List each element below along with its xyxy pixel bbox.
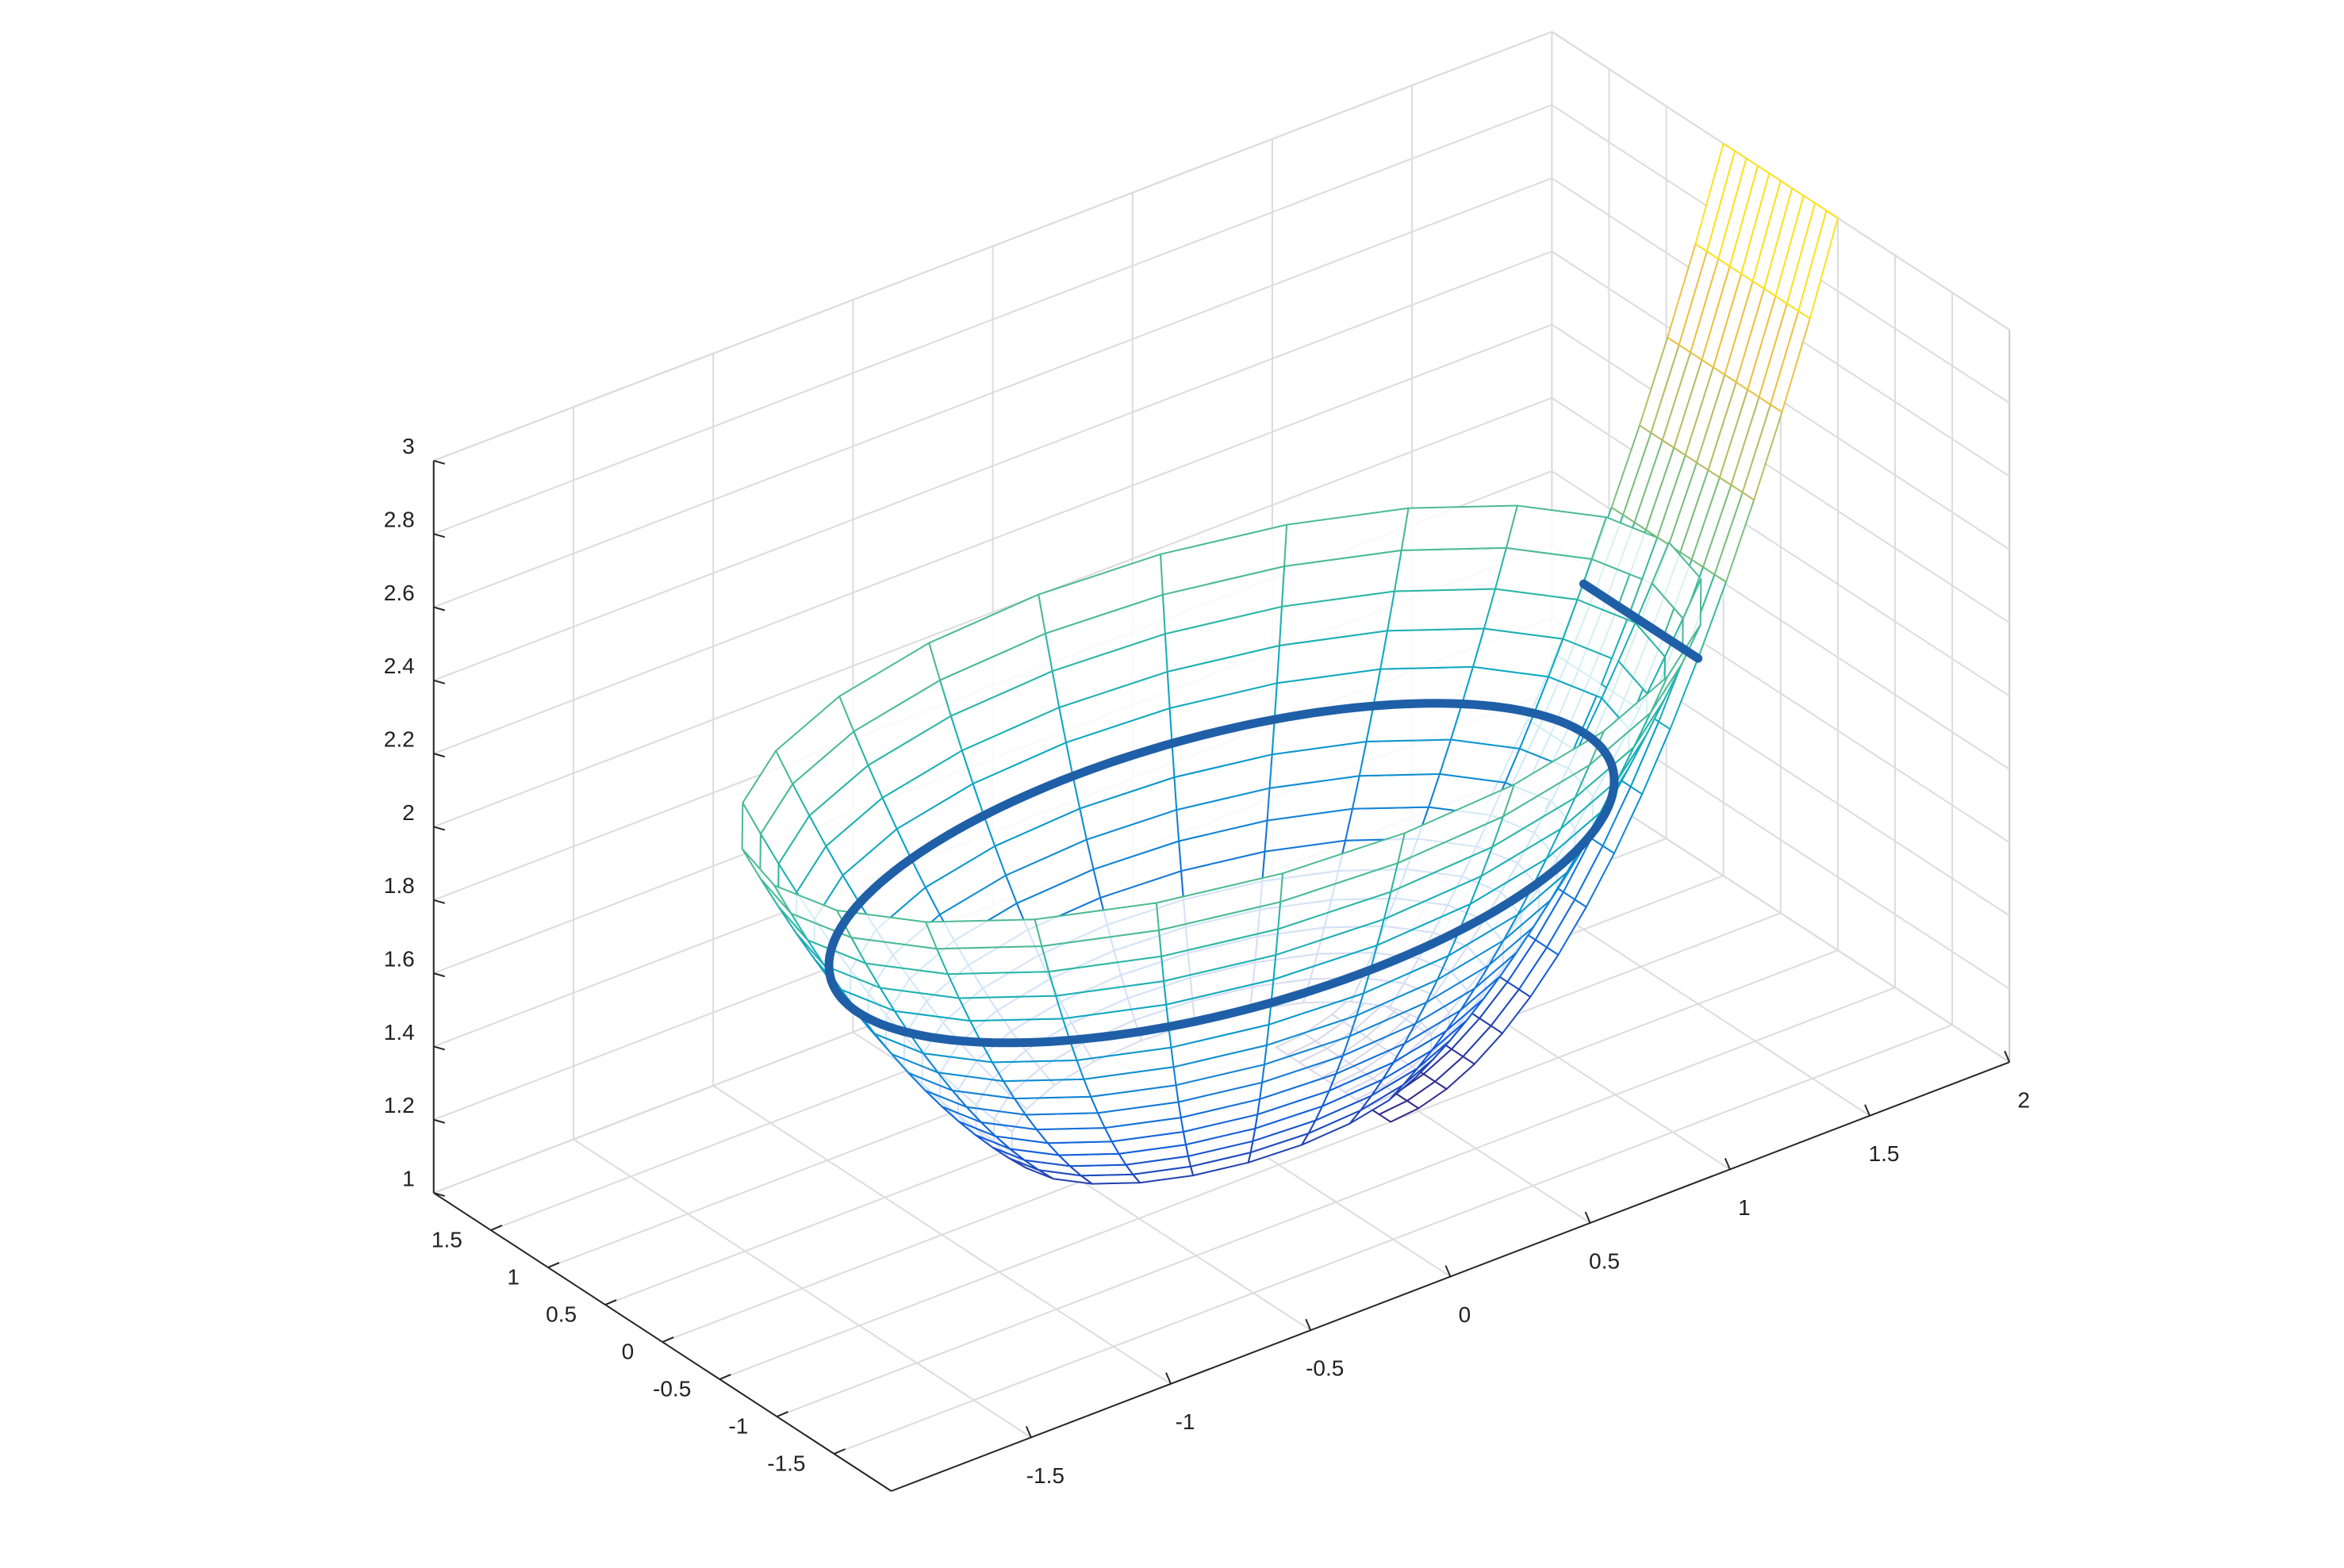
- y-tick-label: -0.5: [653, 1376, 691, 1401]
- tick-mark: [1724, 1157, 1731, 1170]
- tick-mark: [433, 899, 446, 904]
- z-tick-label: 2: [402, 800, 415, 825]
- x-tick-label: 0: [1459, 1302, 1471, 1327]
- z-tick-label: 1.4: [384, 1020, 415, 1045]
- tick-mark: [433, 972, 446, 978]
- mesh-cell: [1003, 1078, 1092, 1100]
- tick-mark: [1165, 1372, 1172, 1385]
- mesh-cell: [947, 971, 1057, 999]
- grid-line: [719, 949, 1839, 1380]
- grid-line: [433, 397, 1552, 828]
- tick-mark: [433, 1045, 446, 1051]
- mesh-cell: [1378, 1100, 1420, 1123]
- mesh-cell: [1400, 504, 1518, 551]
- grid-line: [1551, 397, 2010, 697]
- intersection-curve: [1579, 579, 1703, 663]
- mesh-cell: [925, 918, 1043, 950]
- grid-line: [433, 251, 1552, 681]
- z-tick-label: 1.6: [384, 947, 415, 972]
- y-tick-label: 0.5: [546, 1302, 577, 1326]
- tick-mark: [777, 1411, 788, 1417]
- x-tick-label: -1.5: [1026, 1463, 1065, 1488]
- x-tick-label: 2: [2017, 1088, 2030, 1113]
- y-tick-label: -1: [728, 1413, 748, 1438]
- tick-mark: [1584, 1211, 1591, 1224]
- tick-mark: [1305, 1318, 1312, 1331]
- grid-line: [834, 1024, 1953, 1455]
- grid-line: [433, 104, 1552, 535]
- mesh-cell: [958, 995, 1064, 1022]
- mesh-cell: [936, 945, 1050, 976]
- mesh-cell: [1035, 1127, 1113, 1144]
- grid-line: [433, 31, 1552, 462]
- tick-mark: [433, 1118, 446, 1124]
- grid-line: [433, 177, 1552, 608]
- tick-mark: [433, 459, 446, 465]
- tick-mark: [604, 1299, 617, 1305]
- mesh-cell: [1024, 1112, 1106, 1131]
- mesh-cell: [1387, 588, 1496, 632]
- intersection-curve: [824, 699, 1619, 1048]
- mesh-cell: [992, 1059, 1085, 1083]
- tick-mark: [834, 1448, 846, 1455]
- tick-mark: [433, 1192, 446, 1198]
- mesh-cell: [1393, 546, 1507, 592]
- tick-mark: [1444, 1265, 1452, 1277]
- tick-mark: [433, 679, 446, 684]
- z-tick-label: 2.8: [384, 508, 415, 532]
- tick-mark: [490, 1225, 503, 1232]
- x-tick-label: 0.5: [1589, 1248, 1620, 1273]
- mesh-cell: [1797, 209, 1839, 320]
- tick-mark: [719, 1374, 731, 1380]
- x-tick-label: -0.5: [1306, 1356, 1344, 1381]
- mesh-cell: [1013, 1095, 1099, 1116]
- z-tick-label: 1.8: [384, 873, 415, 898]
- tick-mark: [433, 606, 446, 611]
- tick-mark: [433, 533, 446, 539]
- tick-mark: [1025, 1426, 1032, 1438]
- y-tick-label: 0: [622, 1339, 635, 1363]
- y-tick-label: -1.5: [767, 1451, 805, 1475]
- mesh-cell: [1379, 627, 1485, 670]
- grid-line: [777, 987, 1896, 1417]
- z-tick-label: 3: [402, 434, 415, 458]
- z-tick-label: 2.2: [384, 727, 415, 752]
- tick-mark: [662, 1336, 674, 1343]
- tick-mark: [433, 826, 446, 831]
- z-tick-label: 1: [402, 1166, 415, 1190]
- grid-line: [433, 324, 1552, 755]
- z-tick-label: 2.6: [384, 581, 415, 605]
- tick-mark: [1864, 1104, 1870, 1117]
- x-tick-label: -1: [1176, 1409, 1195, 1434]
- z-tick-label: 1.2: [384, 1093, 415, 1118]
- tick-mark: [2004, 1050, 2011, 1063]
- mesh-cell: [1351, 772, 1441, 810]
- z-tick-label: 2.4: [384, 654, 415, 678]
- tick-mark: [547, 1262, 560, 1268]
- x-tick-label: 1: [1738, 1195, 1751, 1220]
- grid-line: [1551, 324, 2010, 624]
- mesh-cell: [1358, 738, 1452, 777]
- tick-mark: [433, 753, 446, 758]
- x-tick-label: 1.5: [1869, 1141, 1900, 1166]
- y-tick-label: 1.5: [432, 1227, 462, 1252]
- y-tick-label: 1: [507, 1264, 520, 1289]
